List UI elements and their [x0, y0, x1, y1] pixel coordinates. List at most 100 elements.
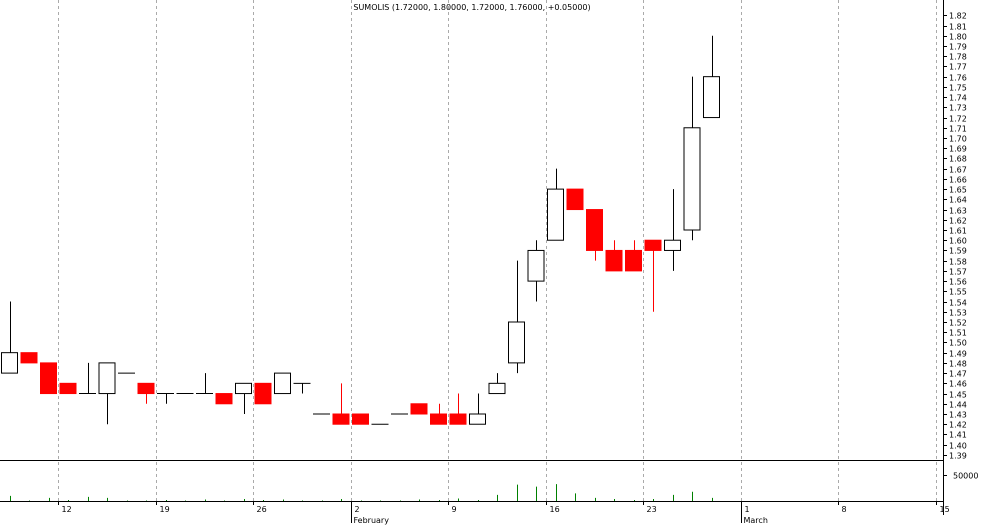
price-tick-label: 1.72: [949, 115, 967, 124]
date-tick-label: 16: [550, 505, 560, 514]
price-tick-label: 1.55: [949, 288, 967, 297]
price-axis: 1.82 1.811.801.791.781.77 1.761.751.741.73…: [943, 12, 978, 481]
candle-body: [1, 352, 18, 374]
price-tick-label: 1.78: [949, 53, 967, 62]
candle-body: [469, 413, 486, 425]
candle-body: [332, 413, 350, 425]
price-tick-label: 1.73: [949, 104, 967, 113]
candle-body: [215, 393, 233, 405]
date-tick-label: 19: [160, 505, 170, 514]
price-tick-label: 1.53: [949, 309, 967, 318]
candle-body: [98, 362, 116, 395]
candle: [508, 260, 525, 374]
candle-body: [644, 239, 662, 251]
candle-body: [625, 249, 642, 272]
price-tick-label: 1.57: [949, 268, 967, 277]
candle: [352, 413, 369, 425]
date-tick-label: 1: [745, 505, 750, 514]
price-tick-label: 1.44: [949, 401, 967, 410]
candle-body: [20, 352, 38, 364]
candle-body: [254, 382, 272, 405]
candle: [293, 382, 311, 394]
price-tick-label: 1.66: [949, 176, 967, 185]
date-tick-label: 23: [647, 505, 657, 514]
candle-body: [449, 413, 467, 425]
candle-body: [235, 382, 252, 395]
price-tick-label: 1.65: [949, 186, 967, 195]
price-tick-label: 1.39: [949, 452, 967, 461]
price-tick-label: 1.64: [949, 196, 967, 205]
candle: [137, 382, 155, 404]
candle-body: [508, 321, 525, 364]
candle-body: [527, 249, 545, 282]
candle: [469, 393, 486, 425]
candle: [20, 352, 38, 364]
price-tick-label: 1.75: [949, 84, 967, 93]
chart-title: SUMOLIS (1.72000, 1.80000, 1.72000, 1.76…: [353, 3, 590, 12]
price-tick-label: 1.76: [949, 74, 967, 83]
candle: [410, 403, 428, 415]
price-tick-label: 1.56: [949, 278, 967, 287]
price-tick-label: 1.43: [949, 411, 967, 420]
candle: [215, 393, 233, 405]
date-tick-label: 9: [452, 505, 457, 514]
candle: [59, 382, 77, 395]
price-tick-label: 1.82: [949, 12, 967, 21]
candle-body: [566, 188, 584, 211]
candle: [40, 362, 57, 395]
price-tick-label: 1.77: [949, 63, 967, 72]
price-tick-label: 1.42: [949, 421, 967, 430]
price-tick-label: 1.45: [949, 391, 967, 400]
price-tick-label: 1.48: [949, 360, 967, 369]
candle-body: [683, 127, 701, 231]
candle-body: [137, 382, 155, 395]
price-tick-label: 1.67: [949, 166, 967, 175]
price-tick-label: 1.80: [949, 33, 967, 42]
price-tick-label: 1.60: [949, 237, 967, 246]
date-tick-label: 15: [940, 505, 950, 514]
candle: [1, 301, 18, 374]
candle-body: [586, 209, 603, 251]
candle: [449, 393, 467, 425]
price-tick-label: 1.50: [949, 339, 967, 348]
candle: [683, 76, 701, 241]
price-tick-label: 1.47: [949, 370, 967, 379]
price-tick-label: 1.63: [949, 207, 967, 216]
date-axis: 12 19 26 2 9 16 23 1 8 15 February March: [58, 501, 950, 525]
volume-bars: [10, 484, 713, 501]
price-tick-label: 1.59: [949, 247, 967, 256]
candle: [625, 240, 642, 272]
candle: [430, 403, 447, 425]
candle: [664, 189, 681, 271]
candle: [488, 373, 506, 395]
price-tick-label: 1.51: [949, 329, 967, 338]
date-tick-label: 8: [842, 505, 847, 514]
candle: [527, 240, 545, 302]
price-tick-label: 1.71: [949, 125, 967, 134]
date-tick-label: 26: [257, 505, 267, 514]
candle-body: [664, 239, 681, 251]
date-tick-label: 12: [62, 505, 72, 514]
price-tick-label: 1.54: [949, 299, 967, 308]
candle-body: [430, 413, 447, 425]
candle: [703, 35, 720, 119]
price-tick-label: 1.74: [949, 94, 967, 103]
price-tick-label: 1.61: [949, 227, 967, 236]
date-tick-label: 2: [355, 505, 360, 514]
month-label: February: [354, 516, 390, 525]
price-tick-label: 1.81: [949, 23, 967, 32]
price-tick-label: 1.52: [949, 319, 967, 328]
price-tick-label: 1.49: [949, 350, 967, 359]
candle: [98, 362, 116, 425]
candle: [332, 383, 350, 425]
chart-frame: [0, 0, 944, 515]
candle-body: [703, 76, 720, 119]
price-tick-label: 1.68: [949, 155, 967, 164]
price-tick-label: 1.69: [949, 145, 967, 154]
price-tick-label: 1.62: [949, 217, 967, 226]
candle-body: [59, 382, 77, 395]
candle-body: [40, 362, 57, 395]
candle: [254, 382, 272, 405]
